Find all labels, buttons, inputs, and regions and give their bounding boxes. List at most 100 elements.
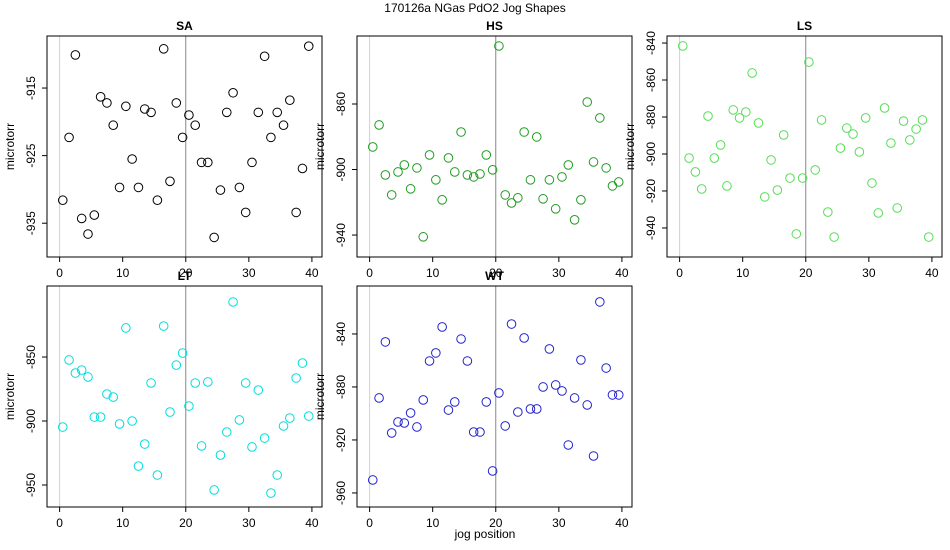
y-tick-label: -860 — [334, 92, 348, 116]
point — [133, 461, 144, 471]
point — [475, 169, 485, 179]
point — [601, 163, 611, 173]
point — [431, 175, 441, 185]
point — [690, 167, 701, 177]
point — [76, 365, 87, 375]
x-tick-label: 10 — [426, 516, 440, 530]
point — [557, 172, 567, 182]
point — [569, 215, 580, 225]
x-tick-label: 30 — [552, 266, 566, 280]
point — [203, 377, 213, 387]
point — [728, 105, 739, 115]
y-tick-label: -880 — [334, 375, 348, 399]
point — [525, 404, 536, 414]
point — [380, 337, 391, 347]
point — [816, 115, 827, 125]
point — [753, 118, 764, 128]
point — [146, 378, 156, 388]
y-tick-label: -900 — [644, 142, 658, 166]
panel-title: HS — [486, 19, 503, 33]
point — [791, 229, 802, 239]
point — [506, 198, 517, 208]
point — [487, 466, 498, 476]
x-tick-label: 20 — [489, 516, 503, 530]
point — [70, 368, 81, 378]
point — [772, 185, 783, 195]
point — [569, 393, 580, 403]
point — [121, 101, 131, 112]
point — [810, 165, 821, 175]
panel-title: SA — [176, 19, 193, 33]
point — [165, 176, 175, 187]
point — [57, 195, 68, 206]
x-tick-label: 30 — [552, 516, 566, 530]
x-tick-label: 0 — [56, 516, 63, 530]
point — [83, 229, 93, 239]
point — [228, 87, 238, 98]
point — [291, 207, 301, 218]
point — [393, 167, 403, 177]
point — [544, 175, 555, 185]
point — [456, 334, 466, 344]
point — [215, 450, 226, 460]
point — [266, 132, 276, 143]
point — [215, 185, 226, 195]
x-tick-label: 20 — [179, 266, 193, 280]
y-tick-label: -900 — [24, 409, 38, 433]
x-tick-label: 30 — [242, 266, 256, 280]
point — [184, 110, 194, 120]
point — [221, 427, 232, 437]
point — [303, 411, 314, 421]
point — [209, 232, 219, 243]
point — [177, 348, 188, 358]
point — [259, 51, 270, 62]
point — [57, 422, 68, 432]
y-tick-label: -900 — [334, 157, 348, 181]
point — [102, 98, 112, 108]
point — [468, 427, 479, 437]
x-tick-label: 30 — [242, 516, 256, 530]
point — [234, 182, 245, 193]
point — [418, 232, 429, 242]
point — [696, 184, 707, 194]
x-tick-label: 0 — [366, 516, 373, 530]
point — [272, 107, 283, 118]
point — [582, 400, 593, 410]
plot-frame — [46, 285, 323, 508]
point — [399, 160, 410, 170]
point — [64, 355, 74, 365]
point — [734, 113, 745, 123]
point — [108, 392, 119, 402]
x-tick-label: 0 — [676, 266, 683, 280]
point — [892, 203, 903, 213]
y-tick-label: -935 — [24, 211, 38, 235]
point — [563, 440, 574, 450]
x-tick-label: 40 — [615, 516, 629, 530]
point — [437, 195, 447, 205]
point — [228, 297, 238, 307]
point — [848, 129, 858, 139]
point — [468, 172, 479, 182]
page-title: 170126a NGas PdO2 Jog Shapes — [384, 1, 565, 15]
x-tick-label: 10 — [116, 266, 130, 280]
point — [399, 418, 410, 428]
point — [247, 157, 257, 168]
point — [272, 470, 283, 480]
point — [886, 138, 896, 148]
point — [278, 421, 289, 431]
point — [576, 195, 586, 205]
point — [152, 470, 163, 480]
y-tick-label: -915 — [24, 76, 38, 100]
x-tick-label: 40 — [925, 266, 939, 280]
y-tick-label: -860 — [644, 68, 658, 92]
x-tick-label: 10 — [116, 516, 130, 530]
point — [462, 356, 473, 366]
point — [595, 113, 605, 123]
point — [190, 120, 201, 131]
point — [297, 163, 308, 174]
point — [829, 232, 839, 242]
point — [487, 165, 498, 175]
y-tick-label: -950 — [24, 473, 38, 497]
point — [797, 173, 808, 183]
point — [437, 322, 447, 332]
